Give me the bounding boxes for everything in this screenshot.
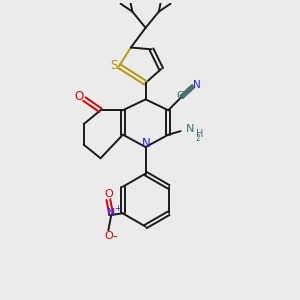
- Text: 2: 2: [196, 134, 201, 143]
- Text: C: C: [176, 92, 184, 101]
- Text: N: N: [106, 208, 115, 218]
- Text: O: O: [75, 90, 84, 103]
- Text: H: H: [196, 129, 204, 139]
- Text: +: +: [114, 204, 121, 213]
- Text: N: N: [193, 80, 201, 90]
- Text: N: N: [142, 137, 151, 150]
- Text: N: N: [186, 124, 194, 134]
- Text: O: O: [104, 231, 113, 241]
- Text: S: S: [110, 59, 118, 72]
- Text: O: O: [104, 189, 113, 199]
- Text: -: -: [112, 230, 117, 243]
